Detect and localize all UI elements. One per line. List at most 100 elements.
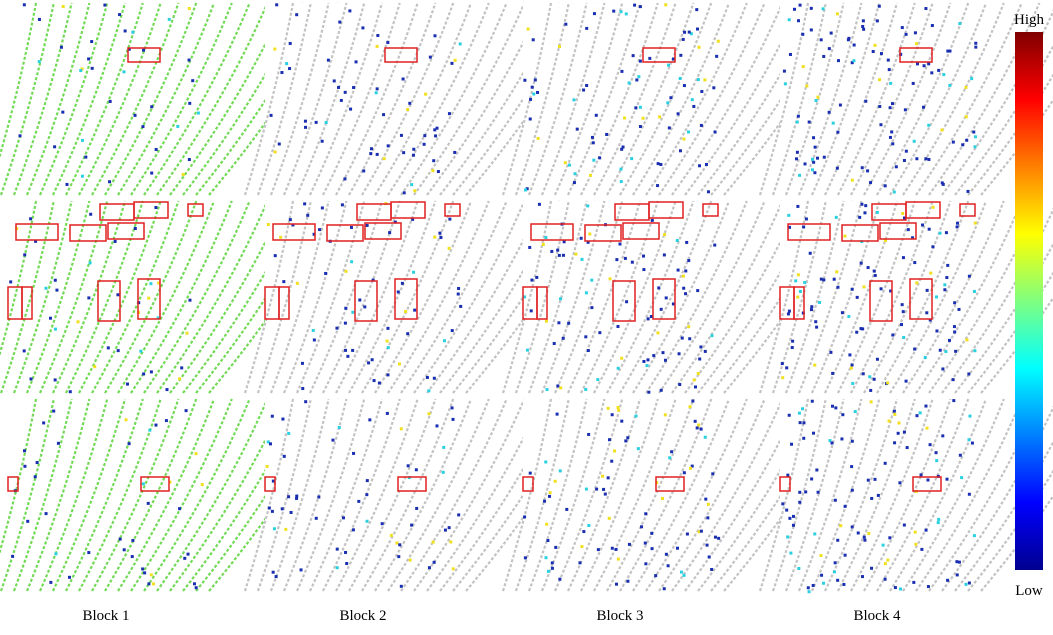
point: [79, 69, 82, 72]
point: [812, 161, 815, 164]
point: [400, 134, 403, 137]
point: [957, 308, 960, 311]
point: [668, 126, 671, 129]
point: [688, 337, 691, 340]
point: [315, 121, 318, 124]
colorbar: [1015, 32, 1043, 570]
point: [786, 535, 789, 538]
point: [183, 557, 186, 560]
point: [623, 117, 626, 120]
point: [794, 279, 797, 282]
point: [937, 521, 940, 524]
point: [448, 112, 451, 115]
point: [715, 55, 718, 58]
point: [810, 305, 813, 308]
point: [564, 161, 567, 164]
point: [796, 296, 799, 299]
point: [84, 156, 87, 159]
point: [965, 139, 968, 142]
point: [452, 567, 455, 570]
point: [536, 91, 539, 94]
point: [148, 429, 151, 432]
point: [676, 239, 679, 242]
point: [888, 536, 891, 539]
point: [598, 331, 601, 334]
point: [903, 431, 906, 434]
point: [931, 24, 934, 27]
point: [853, 44, 856, 47]
point: [433, 128, 436, 131]
point: [548, 495, 551, 498]
point: [805, 217, 808, 220]
point: [953, 325, 956, 328]
point: [524, 188, 527, 191]
point: [956, 225, 959, 228]
point: [888, 419, 891, 422]
point: [802, 421, 805, 424]
point: [338, 426, 341, 429]
point: [342, 516, 345, 519]
point: [271, 415, 274, 418]
point: [642, 117, 645, 120]
point: [562, 254, 565, 257]
point: [960, 476, 963, 479]
point: [869, 181, 872, 184]
point: [789, 552, 792, 555]
point: [661, 497, 664, 500]
point: [959, 454, 962, 457]
point: [788, 18, 791, 21]
point: [712, 86, 715, 89]
point: [578, 561, 581, 564]
point: [616, 406, 619, 409]
point: [812, 136, 815, 139]
point: [438, 232, 441, 235]
point: [30, 377, 33, 380]
point: [150, 370, 153, 373]
point: [813, 171, 816, 174]
point: [625, 300, 628, 303]
point: [966, 190, 969, 193]
point: [861, 327, 864, 330]
column-label: Block 1: [82, 608, 129, 624]
point: [658, 115, 661, 118]
point: [902, 336, 905, 339]
point: [864, 100, 867, 103]
point: [386, 340, 389, 343]
point: [376, 45, 379, 48]
point: [796, 205, 799, 208]
point: [11, 555, 14, 558]
point: [34, 475, 37, 478]
point: [815, 326, 818, 329]
point: [139, 350, 142, 353]
point: [141, 567, 144, 570]
point: [527, 28, 530, 31]
point: [798, 412, 801, 415]
point: [792, 515, 795, 518]
point: [390, 534, 393, 537]
point: [901, 212, 904, 215]
point: [432, 159, 435, 162]
point: [350, 260, 353, 263]
point: [664, 359, 667, 362]
point: [837, 59, 840, 62]
point: [412, 148, 415, 151]
point: [580, 258, 583, 261]
point: [585, 84, 588, 87]
point: [535, 276, 538, 279]
point: [861, 166, 864, 169]
point: [816, 157, 819, 160]
point: [832, 122, 835, 125]
point: [267, 223, 270, 226]
point: [688, 31, 691, 34]
point: [691, 400, 694, 403]
point: [383, 157, 386, 160]
point: [915, 414, 918, 417]
point: [785, 509, 788, 512]
point: [434, 134, 437, 137]
point: [799, 4, 802, 7]
point: [968, 415, 971, 418]
point: [639, 125, 642, 128]
point: [796, 121, 799, 124]
point: [341, 203, 344, 206]
point: [704, 350, 707, 353]
